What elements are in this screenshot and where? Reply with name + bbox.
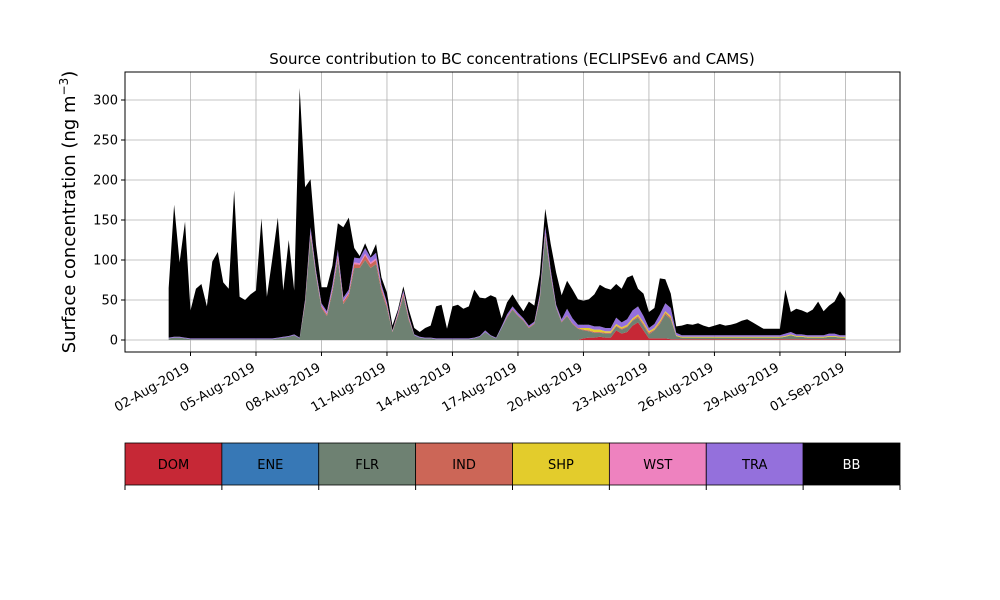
y-tick-label: 50 [101,294,118,309]
y-tick-label: 250 [93,134,118,149]
legend-swatch-tra [705,442,804,486]
y-axis-label-main: Surface concentration (ng m [59,95,80,353]
legend-label-wst: WST [643,458,672,473]
chart-title: Source contribution to BC concentrations… [269,50,754,68]
area-series-bb [168,88,846,339]
legend-swatch-wst [608,442,707,486]
plot-area: 0 50 100 150 200 250 300 02-Aug-201905-Aug-201… [93,71,901,416]
legend-label-bb: BB [843,458,861,473]
legend-swatch-ind [415,442,513,486]
y-tick-label: 100 [93,254,118,269]
legend-label-tra: TRA [741,458,767,473]
y-tick-label: 0 [110,334,118,349]
x-tick-label: 01-Sep-2019 [768,360,848,415]
y-tick-label: 150 [93,214,118,229]
area-series-ind [168,233,846,340]
legend-swatch-ene [221,442,320,486]
legend: DOM ENE FLR IND SHP WST TRA BB [124,442,901,490]
legend-label-ene: ENE [257,458,283,473]
legend-label-dom: DOM [158,458,189,473]
y-tick-label: 200 [93,174,118,189]
y-tick-label: 300 [93,94,118,109]
legend-label-shp: SHP [548,458,574,473]
y-axis-label-exponent: −3 [57,78,71,96]
legend-swatch-bb [802,442,901,486]
y-axis: 0 50 100 150 200 250 300 [93,94,125,349]
plot-border [124,71,901,353]
legend-swatch-dom [124,442,223,486]
area-series-flr [168,236,846,340]
y-axis-label-suffix: ) [59,71,80,78]
legend-label-flr: FLR [355,458,379,473]
area-series-group [168,88,846,340]
area-series-tra [168,226,846,340]
legend-swatch-flr [318,442,417,486]
legend-swatch-shp [512,442,610,486]
x-axis: 02-Aug-201905-Aug-201908-Aug-201911-Aug-… [112,352,847,416]
legend-label-ind: IND [452,458,476,473]
y-axis-label: Surface concentration (ng m−3) [57,71,80,354]
